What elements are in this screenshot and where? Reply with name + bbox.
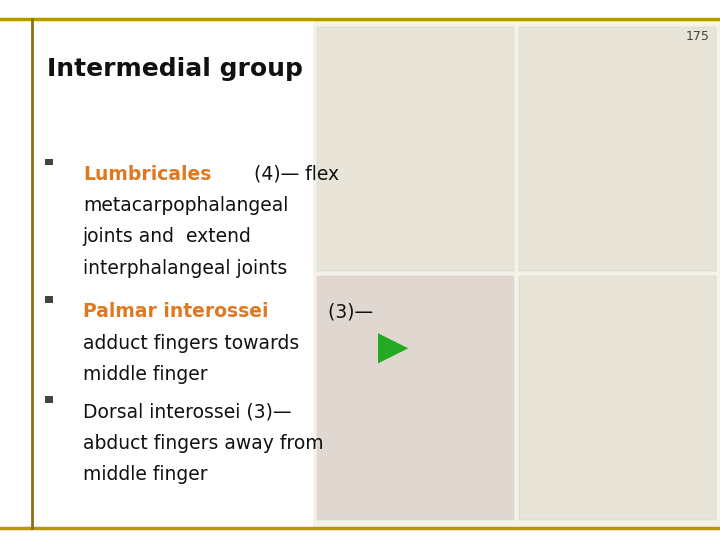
Bar — [45, 296, 53, 303]
Text: middle finger: middle finger — [83, 465, 207, 484]
Text: interphalangeal joints: interphalangeal joints — [83, 259, 287, 278]
Text: Palmar interossei: Palmar interossei — [83, 302, 269, 321]
Text: abduct fingers away from: abduct fingers away from — [83, 434, 323, 453]
Text: 175: 175 — [685, 30, 709, 43]
Bar — [313, 19, 720, 528]
Text: (3)—: (3)— — [322, 302, 373, 321]
Text: Lumbricales: Lumbricales — [83, 165, 211, 184]
Text: middle finger: middle finger — [83, 365, 207, 384]
Bar — [45, 159, 53, 165]
Bar — [317, 27, 514, 271]
Polygon shape — [378, 333, 408, 363]
Text: adduct fingers towards: adduct fingers towards — [83, 334, 299, 353]
Text: metacarpophalangeal: metacarpophalangeal — [83, 196, 288, 215]
Text: (4)— flex: (4)— flex — [248, 165, 340, 184]
Text: joints and  extend: joints and extend — [83, 227, 252, 246]
Text: Dorsal interossei (3)—: Dorsal interossei (3)— — [83, 402, 292, 421]
Bar — [317, 276, 514, 520]
Bar — [518, 27, 716, 271]
Bar — [45, 396, 53, 403]
Text: Intermedial group: Intermedial group — [47, 57, 302, 80]
Bar — [518, 276, 716, 520]
